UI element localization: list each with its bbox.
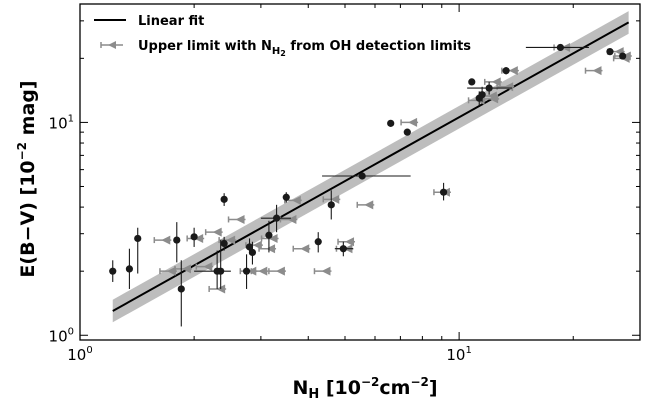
legend: Linear fit Upper limit with NH2 from OH … bbox=[94, 14, 471, 58]
upper-limit-marker bbox=[292, 244, 311, 254]
legend-limit-label: Upper limit with NH2 from OH detection l… bbox=[138, 39, 471, 58]
detection-point bbox=[468, 78, 476, 86]
detection-point bbox=[134, 227, 142, 274]
detection-point bbox=[190, 227, 198, 247]
detection-point bbox=[265, 220, 273, 253]
upper-limit-marker bbox=[496, 82, 515, 92]
detection-point bbox=[606, 48, 614, 56]
detection-point bbox=[467, 81, 513, 95]
detection-point bbox=[282, 192, 290, 203]
fit-line-layer bbox=[112, 21, 630, 312]
detection-point bbox=[327, 190, 335, 220]
detection-point bbox=[109, 260, 117, 282]
detection-point bbox=[478, 86, 486, 102]
y-axis-label: E(B−V) [10−2 mag] bbox=[15, 80, 39, 277]
legend-fit-label: Linear fit bbox=[138, 14, 204, 29]
upper-limit-marker bbox=[400, 117, 419, 127]
detection-point bbox=[439, 182, 448, 201]
detection-layer bbox=[109, 43, 627, 327]
detection-point bbox=[525, 43, 589, 52]
plot-frame bbox=[79, 3, 641, 341]
upper-limit-marker bbox=[227, 214, 246, 224]
upper-limit-marker bbox=[153, 235, 172, 245]
upper-limit-marker bbox=[337, 237, 356, 247]
upper-limit-marker bbox=[250, 266, 269, 276]
upper-limit-marker bbox=[159, 266, 177, 276]
fit-line bbox=[112, 21, 630, 312]
upper-limit-marker bbox=[174, 264, 192, 274]
upper-limit-marker bbox=[484, 77, 502, 87]
legend-limit-swatch bbox=[100, 41, 123, 49]
upper-limit-marker bbox=[313, 266, 332, 276]
upper-limit-marker bbox=[195, 262, 214, 272]
detection-point bbox=[242, 254, 251, 289]
detection-point bbox=[220, 193, 228, 206]
detection-point bbox=[260, 204, 291, 233]
detection-point bbox=[619, 52, 627, 60]
x-axis-label: NH [10−2cm−2] bbox=[292, 375, 437, 402]
detection-point bbox=[502, 67, 510, 75]
detection-point bbox=[314, 232, 322, 253]
upper-limit-marker bbox=[204, 227, 223, 237]
upper-limit-marker bbox=[356, 200, 375, 210]
detection-point bbox=[125, 248, 134, 289]
y-tick-label: 101 bbox=[49, 113, 74, 132]
y-tick-label: 100 bbox=[49, 326, 74, 345]
detection-point bbox=[403, 128, 411, 136]
detection-point bbox=[217, 240, 225, 289]
detection-point bbox=[322, 172, 411, 180]
detection-point bbox=[173, 222, 181, 263]
detection-point bbox=[334, 241, 354, 257]
upper-limit-marker bbox=[279, 214, 298, 224]
detection-point bbox=[220, 236, 228, 251]
axes-layer: 100 101 100 101 bbox=[49, 3, 641, 364]
detection-point bbox=[387, 119, 395, 127]
upper-limit-marker bbox=[584, 66, 603, 76]
upper-limit-marker bbox=[268, 266, 286, 276]
x-tick-label: 100 bbox=[67, 345, 92, 364]
detection-point bbox=[248, 241, 257, 265]
upper-limit-marker bbox=[258, 244, 277, 254]
upper-limit-marker bbox=[218, 235, 237, 245]
detection-point bbox=[177, 260, 185, 327]
x-tick-label: 101 bbox=[446, 345, 471, 364]
